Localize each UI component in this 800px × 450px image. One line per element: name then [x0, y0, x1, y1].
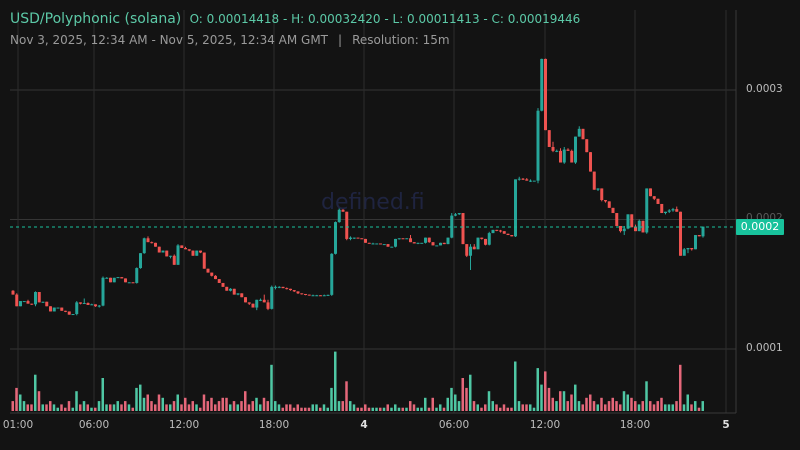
y-tick-0.0003: 0.0003: [746, 83, 783, 95]
x-tick-label: 18:00: [619, 419, 651, 431]
resolution-label: Resolution: 15m: [352, 33, 450, 47]
pair-title: USD/Polyphonic (solana): [10, 11, 182, 27]
x-tick-label: 01:00: [2, 419, 34, 431]
x-tick-label: 06:00: [438, 419, 470, 431]
last-price-tag: 0.0002: [736, 219, 784, 235]
chart-subheader: Nov 3, 2025, 12:34 AM - Nov 5, 2025, 12:…: [10, 33, 450, 47]
x-tick-label: 4: [360, 419, 368, 431]
candlesticks: [11, 58, 705, 316]
separator: |: [338, 33, 343, 47]
x-tick-label: 06:00: [78, 419, 110, 431]
y-tick-0.0001: 0.0001: [746, 342, 783, 354]
ohlc-values: O: 0.00014418 - H: 0.00032420 - L: 0.000…: [189, 12, 581, 26]
chart-header: USD/Polyphonic (solana) O: 0.00014418 - …: [10, 11, 580, 27]
x-tick-label: 12:00: [529, 419, 561, 431]
x-tick-label: 18:00: [258, 419, 290, 431]
watermark: defined.fi: [321, 190, 425, 215]
x-tick-label: 12:00: [168, 419, 200, 431]
volume-bars: [11, 351, 704, 411]
x-tick-label: 5: [722, 419, 730, 431]
date-range: Nov 3, 2025, 12:34 AM - Nov 5, 2025, 12:…: [10, 33, 329, 47]
